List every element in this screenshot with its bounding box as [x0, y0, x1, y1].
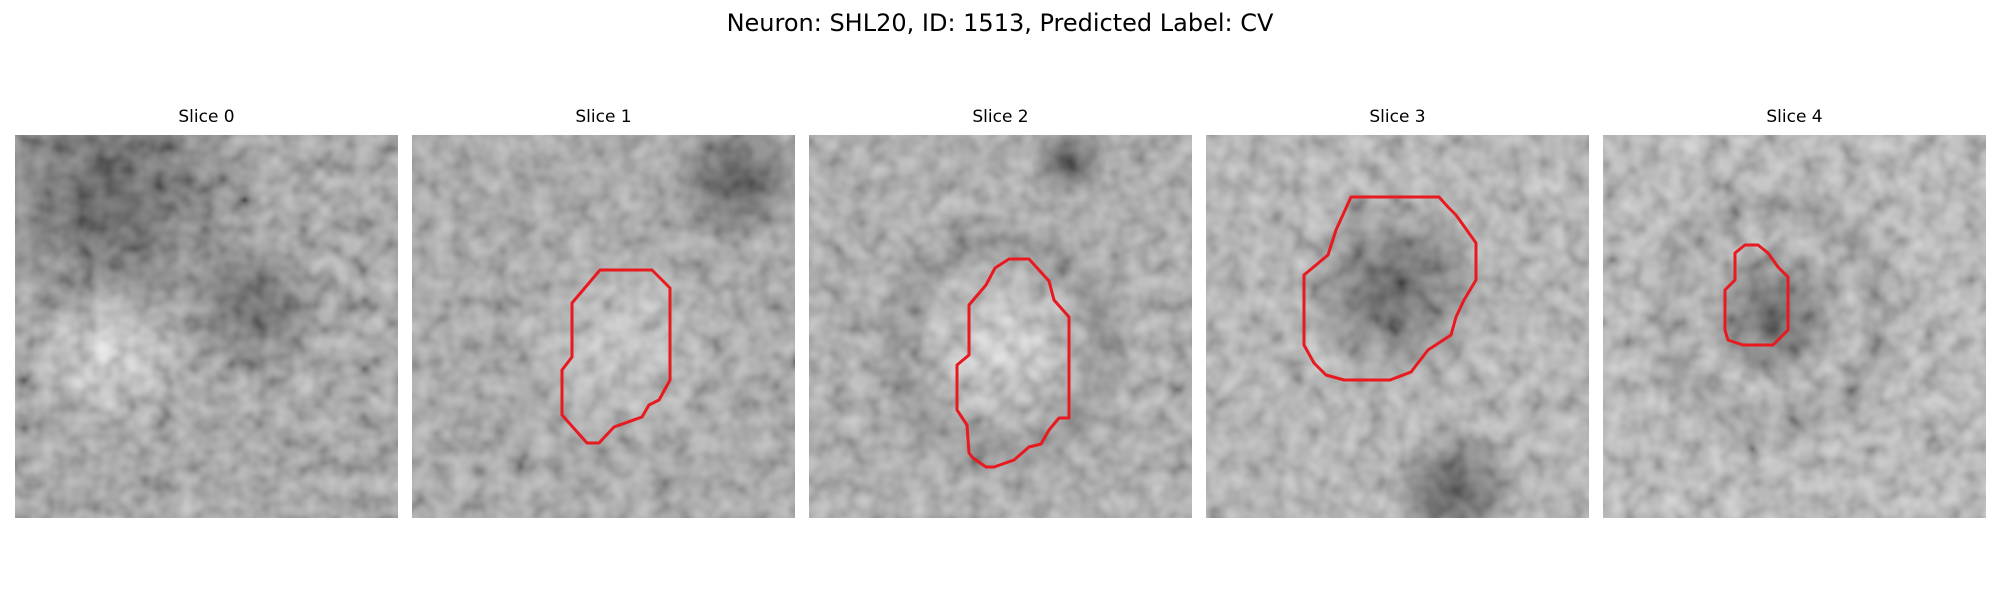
slice-title: Slice 2 [972, 107, 1029, 127]
slice-image-3 [1206, 135, 1589, 518]
slice-image-1 [412, 135, 795, 518]
slice-title: Slice 3 [1369, 107, 1426, 127]
slice-image-0 [15, 135, 398, 518]
segmentation-outline [955, 257, 1071, 469]
slice-title: Slice 0 [178, 107, 235, 127]
slice-image-2 [809, 135, 1192, 518]
slice-title: Slice 4 [1766, 107, 1823, 127]
slice-image-4 [1603, 135, 1986, 518]
figure-title: Neuron: SHL20, ID: 1513, Predicted Label… [726, 9, 1274, 37]
segmentation-outline [560, 268, 672, 445]
segmentation-outline [1723, 243, 1790, 347]
segmentation-outline [1302, 195, 1478, 382]
slice-title: Slice 1 [575, 107, 632, 127]
